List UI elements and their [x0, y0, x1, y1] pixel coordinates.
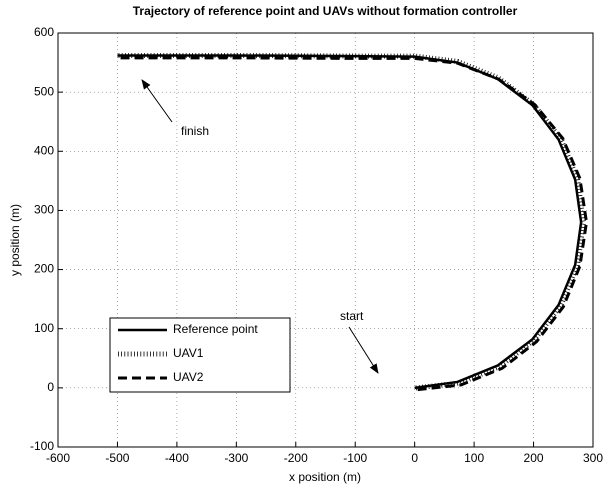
x-tick-label: 200	[524, 451, 544, 465]
legend-label: UAV1	[173, 346, 204, 360]
x-tick-label: -400	[165, 451, 189, 465]
legend-label: UAV2	[173, 370, 204, 384]
chart-title: Trajectory of reference point and UAVs w…	[133, 4, 518, 18]
x-tick-label: -600	[46, 451, 70, 465]
x-tick-label: 300	[583, 451, 603, 465]
x-tick-label: -200	[284, 451, 308, 465]
y-tick-label: -100	[30, 439, 54, 453]
x-tick-label: -300	[224, 451, 248, 465]
annotation: finish	[181, 124, 209, 138]
x-axis-label: x position (m)	[289, 470, 361, 484]
x-tick-label: 0	[411, 451, 418, 465]
annotation: start	[340, 309, 364, 323]
x-tick-label: 100	[464, 451, 484, 465]
annotation-arrow	[348, 326, 379, 374]
y-tick-label: 0	[47, 380, 54, 394]
x-tick-label: -100	[343, 451, 367, 465]
annotation-arrow	[141, 79, 173, 123]
y-tick-label: 200	[34, 262, 54, 276]
y-axis-label: y position (m)	[8, 204, 22, 276]
x-tick-label: -500	[105, 451, 129, 465]
y-tick-label: 300	[34, 203, 54, 217]
plot-frame	[57, 32, 594, 448]
series-line	[117, 56, 588, 392]
legend-label: Reference point	[173, 322, 258, 336]
series-line	[117, 52, 587, 391]
y-tick-label: 100	[34, 321, 54, 335]
y-tick-label: 500	[34, 84, 54, 98]
y-tick-label: 600	[34, 25, 54, 39]
y-tick-label: 400	[34, 143, 54, 157]
